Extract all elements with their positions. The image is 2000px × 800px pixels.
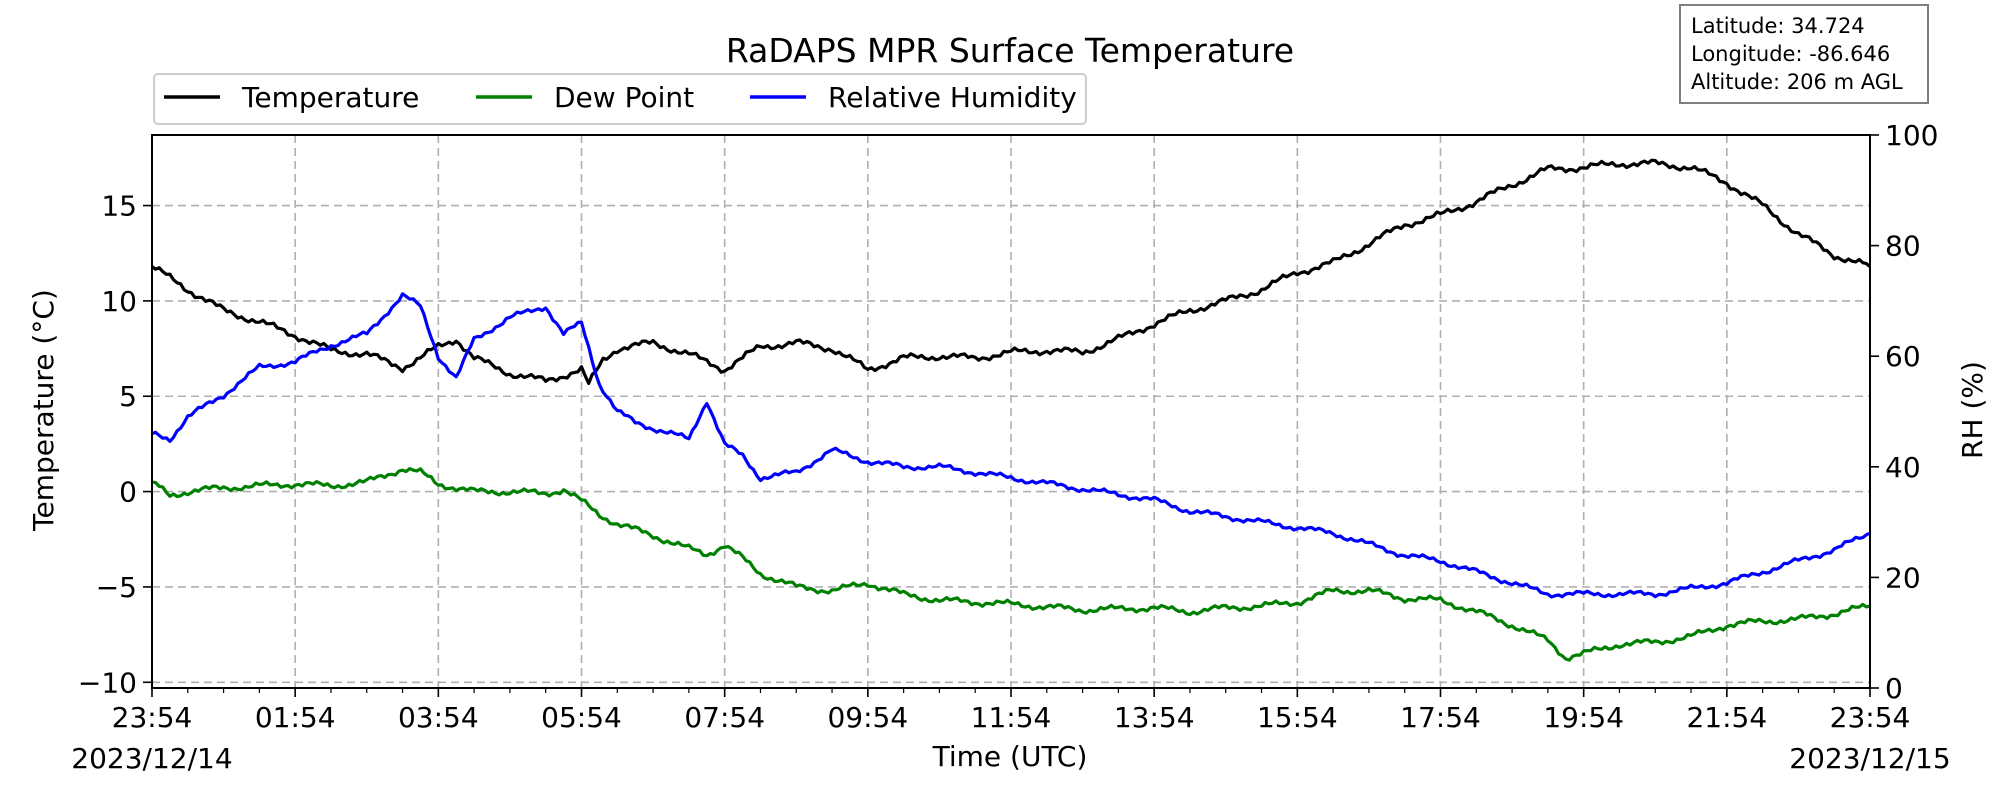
y-tick-label: 5 xyxy=(119,380,137,413)
altitude-text: Altitude: 206 m AGL xyxy=(1691,70,1903,94)
y2-axis-label: RH (%) xyxy=(1956,361,1989,459)
y-axis-label: Temperature (°C) xyxy=(27,289,60,532)
x-tick-label: 01:54 xyxy=(255,701,336,734)
temperature-line xyxy=(151,158,1872,385)
x-axis: 23:54 01:54 03:54 05:54 07:54 09:54 11:54 13:54… xyxy=(112,688,1911,734)
relative-humidity-line xyxy=(151,292,1871,599)
location-info-box: Latitude: 34.724 Longitude: -86.646 Alti… xyxy=(1679,4,1929,104)
dew-point-line xyxy=(151,467,1871,662)
date-right-label: 2023/12/15 xyxy=(1789,742,1950,775)
x-tick-label: 23:54 xyxy=(1830,701,1911,734)
y2-tick-label: 20 xyxy=(1885,561,1921,594)
legend-label-temperature: Temperature xyxy=(241,81,419,114)
left-axis: −10 −5 0 5 10 15 xyxy=(78,190,152,699)
y-tick-label: 10 xyxy=(101,285,137,318)
y-tick-label: −5 xyxy=(96,571,137,604)
legend-box xyxy=(153,73,1087,125)
y-tick-label: 0 xyxy=(119,476,137,509)
gridlines xyxy=(152,135,1870,688)
right-axis: 0 20 40 60 80 100 xyxy=(1870,119,1938,705)
y2-tick-label: 60 xyxy=(1885,340,1921,373)
y2-tick-label: 0 xyxy=(1885,672,1903,705)
legend-label-dew-point: Dew Point xyxy=(554,81,694,114)
x-tick-label: 15:54 xyxy=(1257,701,1338,734)
y2-tick-label: 40 xyxy=(1885,451,1921,484)
x-tick-label: 03:54 xyxy=(398,701,479,734)
date-left-label: 2023/12/14 xyxy=(71,742,232,775)
legend-label-relative-humidity: Relative Humidity xyxy=(828,81,1077,114)
y2-tick-label: 100 xyxy=(1885,119,1938,152)
y2-tick-label: 80 xyxy=(1885,230,1921,263)
x-tick-label: 05:54 xyxy=(541,701,622,734)
latitude-text: Latitude: 34.724 xyxy=(1691,14,1865,38)
longitude-text: Longitude: -86.646 xyxy=(1691,42,1890,66)
y-tick-label: 15 xyxy=(101,190,137,223)
x-tick-label: 23:54 xyxy=(112,701,193,734)
y-tick-label: −10 xyxy=(78,666,137,699)
x-tick-label: 11:54 xyxy=(971,701,1052,734)
legend: Temperature Dew Point Relative Humidity xyxy=(153,73,1087,125)
series-lines xyxy=(151,158,1872,662)
x-tick-label: 17:54 xyxy=(1400,701,1481,734)
info-box-frame xyxy=(1679,4,1929,104)
x-tick-label: 13:54 xyxy=(1114,701,1195,734)
x-tick-label: 19:54 xyxy=(1543,701,1624,734)
x-tick-label: 21:54 xyxy=(1686,701,1767,734)
x-tick-label: 07:54 xyxy=(684,701,765,734)
chart-title: RaDAPS MPR Surface Temperature xyxy=(726,31,1294,70)
x-tick-label: 09:54 xyxy=(827,701,908,734)
x-axis-label: Time (UTC) xyxy=(932,740,1088,773)
